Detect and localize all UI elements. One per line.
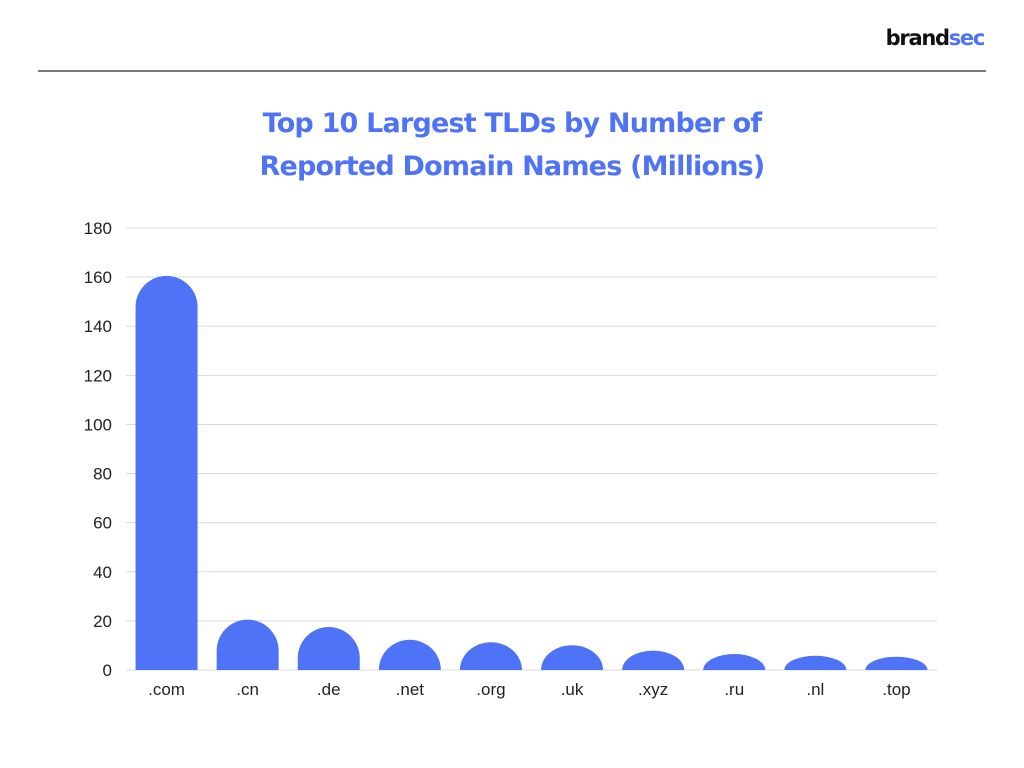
- chart-title-line-1: Top 10 Largest TLDs by Number of: [262, 108, 762, 139]
- bar: [297, 627, 360, 670]
- bar: [541, 645, 604, 670]
- y-tick-label: 120: [84, 366, 112, 385]
- x-tick-label: .nl: [806, 680, 824, 699]
- x-axis-ticks: .com .cn .de .net .org .uk .xyz .ru .nl .top: [148, 680, 911, 699]
- y-tick-label: 60: [93, 514, 112, 533]
- x-tick-label: .ru: [724, 680, 744, 699]
- chart-title-line-2: Reported Domain Names (Millions): [259, 151, 766, 182]
- y-tick-label: 160: [84, 268, 112, 287]
- x-tick-label: .org: [476, 680, 505, 699]
- y-tick-label: 0: [103, 661, 112, 680]
- y-tick-label: 140: [84, 317, 112, 336]
- y-tick-label: 40: [93, 563, 112, 582]
- x-tick-label: .xyz: [638, 680, 668, 699]
- x-tick-label: .uk: [561, 680, 584, 699]
- y-tick-label: 180: [84, 219, 112, 238]
- bar: [703, 654, 766, 670]
- bar: [865, 656, 928, 670]
- bar: [622, 650, 685, 670]
- logo-text-accent: sec: [948, 26, 986, 50]
- brand-logo: brandsec: [885, 26, 986, 50]
- bar: [135, 275, 198, 670]
- y-tick-label: 80: [93, 465, 112, 484]
- bar: [459, 642, 522, 670]
- bars: [135, 275, 928, 670]
- logo-text-primary: brand: [885, 26, 950, 50]
- x-tick-label: .top: [882, 680, 910, 699]
- bar: [216, 619, 279, 670]
- x-tick-label: .de: [317, 680, 341, 699]
- gridlines: [126, 227, 937, 671]
- chart-title: Top 10 Largest TLDs by Number of Reporte…: [0, 102, 1024, 188]
- y-tick-label: 100: [84, 415, 112, 434]
- x-tick-label: .cn: [236, 680, 259, 699]
- bar: [784, 655, 847, 670]
- header-divider: [38, 70, 986, 72]
- bar: [378, 639, 441, 670]
- x-tick-label: .net: [396, 680, 425, 699]
- y-axis-ticks: 0 20 40 60 80 100 120 140 160 180: [84, 219, 112, 680]
- y-tick-label: 20: [93, 612, 112, 631]
- x-tick-label: .com: [148, 680, 185, 699]
